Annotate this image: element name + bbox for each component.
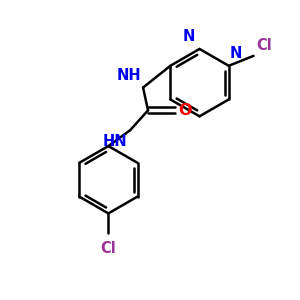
Text: O: O <box>178 103 191 118</box>
Text: N: N <box>230 46 242 61</box>
Text: HN: HN <box>103 134 127 149</box>
Text: N: N <box>182 29 195 44</box>
Text: Cl: Cl <box>256 38 272 53</box>
Text: Cl: Cl <box>100 241 116 256</box>
Text: NH: NH <box>116 68 141 82</box>
